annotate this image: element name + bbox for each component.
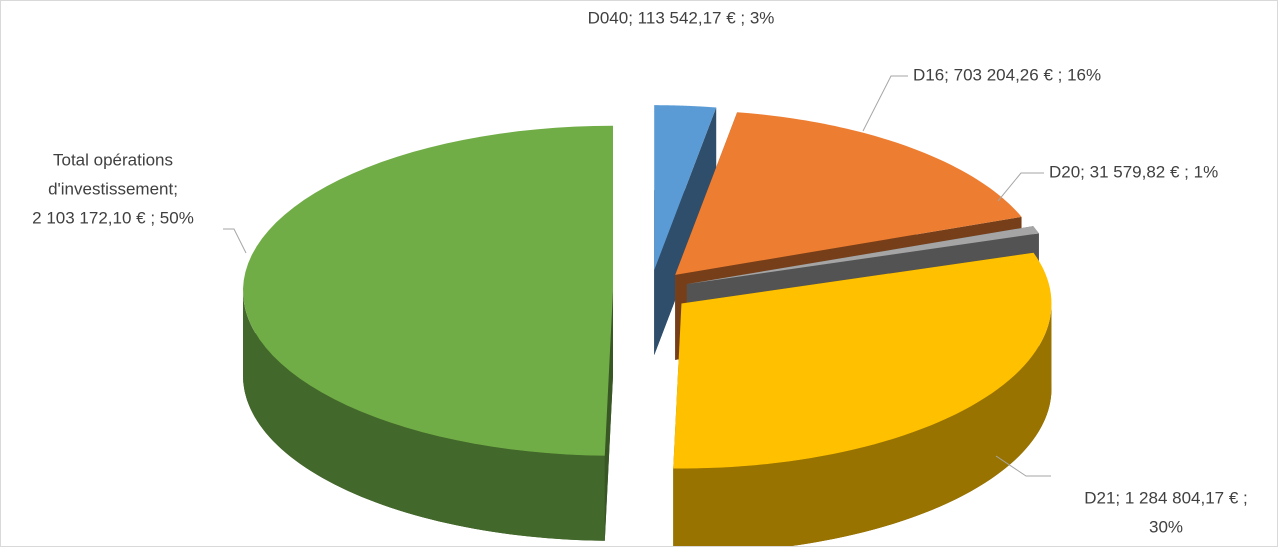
data-label: 2 103 172,10 € ; 50% [32, 208, 194, 227]
leader-line [862, 75, 908, 132]
leader-line [995, 455, 1051, 477]
data-label: Total opérations [53, 150, 173, 169]
slice-side [243, 290, 605, 541]
data-label: D21; 1 284 804,17 € ; [1084, 488, 1248, 507]
slice [675, 112, 1022, 275]
slice-wall [604, 290, 614, 541]
leader-line [997, 172, 1044, 202]
data-label: 30% [1149, 517, 1183, 536]
leader-line [223, 228, 247, 254]
slice [243, 125, 614, 456]
data-label: d'investissement; [48, 179, 178, 198]
slice-wall [654, 107, 717, 356]
data-label: D16; 703 204,26 € ; 16% [913, 65, 1101, 84]
data-label: D20; 31 579,82 € ; 1% [1049, 162, 1218, 181]
data-label: D040; 113 542,17 € ; 3% [588, 8, 775, 27]
slice [673, 252, 1052, 469]
slice [686, 226, 1039, 285]
slice [654, 105, 717, 271]
slice-side [673, 303, 1052, 546]
